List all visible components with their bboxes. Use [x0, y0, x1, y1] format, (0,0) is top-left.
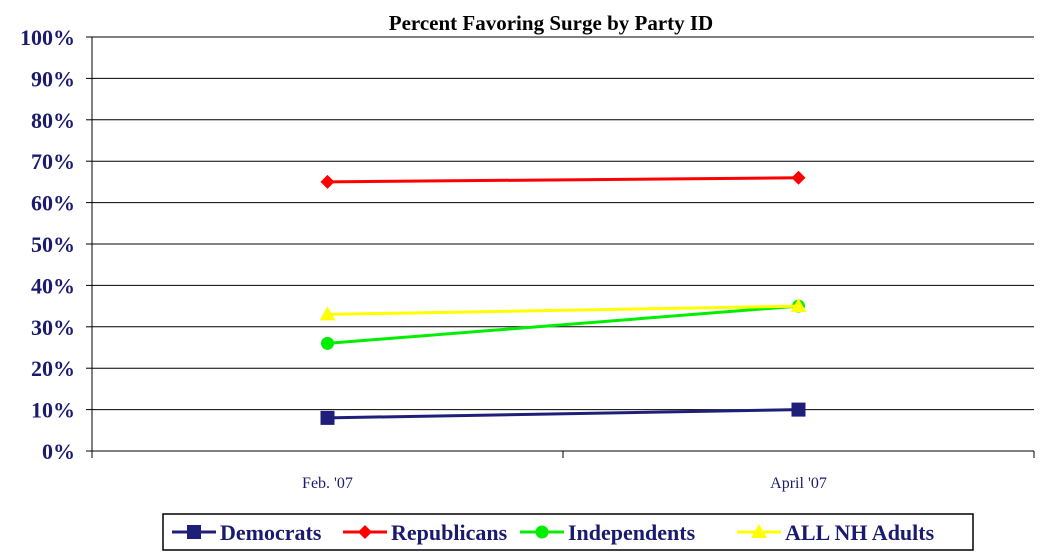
- x-tick-label: Feb. '07: [302, 475, 353, 492]
- series-line-all-nh-adults: [327, 304, 799, 316]
- x-tick-label: April '07: [770, 475, 827, 492]
- data-point-democrats: [320, 410, 335, 425]
- legend-label-democrats: Democrats: [220, 520, 322, 545]
- y-tick-label: 30%: [31, 315, 75, 340]
- legend-label-republicans: Republicans: [391, 520, 508, 545]
- y-tick-label: 90%: [31, 66, 75, 91]
- data-point-all-nh-adults: [319, 306, 336, 321]
- legend-marker-all-nh-adults: [751, 524, 767, 538]
- data-point-republicans: [320, 174, 335, 189]
- legend-marker-democrats: [187, 525, 201, 539]
- legend-box: [162, 513, 974, 551]
- data-point-all-nh-adults: [790, 298, 807, 313]
- y-tick-label: 80%: [31, 108, 75, 133]
- y-tick-label: 100%: [20, 25, 75, 50]
- y-tick-label: 50%: [31, 232, 75, 257]
- axes: [86, 36, 1035, 458]
- y-tick-label: 60%: [31, 191, 75, 216]
- series-line-democrats: [327, 408, 799, 420]
- y-tick-label: 0%: [42, 439, 75, 464]
- y-tick-label: 70%: [31, 149, 75, 174]
- chart-title: Percent Favoring Surge by Party ID: [389, 11, 713, 35]
- y-tick-label: 10%: [31, 398, 75, 423]
- x-axis-tick-labels: Feb. '07 April '07: [302, 475, 827, 492]
- legend: Democrats Republicans Independents ALL NH A…: [162, 513, 974, 551]
- y-tick-label: 40%: [31, 273, 75, 298]
- series-lines: [319, 170, 807, 425]
- data-point-independents: [321, 336, 334, 350]
- data-point-republicans: [791, 170, 806, 185]
- series-line-independents: [327, 304, 799, 345]
- legend-marker-republicans: [358, 525, 372, 539]
- legend-marker-independents: [535, 525, 549, 539]
- legend-label-independents: Independents: [568, 520, 696, 545]
- series-line-republicans: [327, 176, 799, 184]
- y-tick-label: 20%: [31, 356, 75, 381]
- data-point-democrats: [791, 402, 806, 417]
- legend-label-all-nh-adults: ALL NH Adults: [785, 520, 935, 545]
- y-axis-tick-labels: 0% 10% 20% 30% 40% 50% 60% 70% 80% 90% 100%: [20, 25, 75, 464]
- gridlines: [92, 36, 1034, 411]
